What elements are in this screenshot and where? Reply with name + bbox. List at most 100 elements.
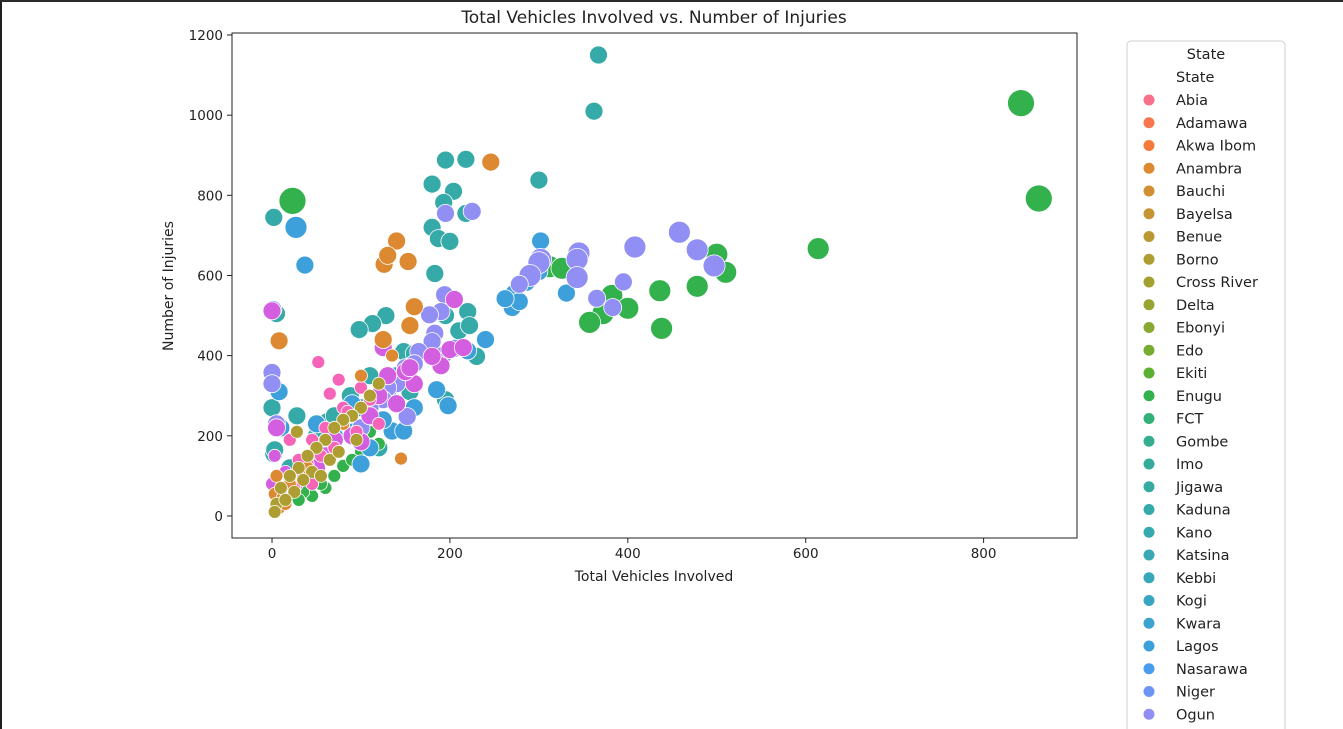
- legend-entry-label: Akwa Ibom: [1176, 139, 1256, 155]
- plot-area-frame: [231, 32, 1078, 539]
- legend: State State Abia Adamawa Akwa Ibom Anambra B…: [1126, 40, 1286, 729]
- window-frame-left: [0, 0, 2, 729]
- legend-entry-label: Abia: [1176, 93, 1208, 109]
- legend-frame: [1126, 40, 1286, 729]
- data-point: [623, 235, 647, 259]
- data-point: [557, 283, 576, 303]
- legend-entry-label: Delta: [1176, 298, 1215, 314]
- points-layer: [262, 45, 1053, 519]
- data-point: [327, 420, 342, 435]
- data-point: [398, 252, 418, 271]
- legend-entry-label: Cross River: [1176, 275, 1258, 291]
- legend-marker: [1143, 322, 1155, 333]
- legend-marker: [1143, 481, 1155, 493]
- data-point: [495, 289, 515, 309]
- legend-marker: [1143, 117, 1155, 129]
- legend-marker: [1143, 344, 1155, 356]
- data-point: [397, 407, 417, 427]
- legend-marker: [1143, 299, 1155, 311]
- data-point: [291, 460, 306, 475]
- data-point: [354, 368, 368, 383]
- data-point: [648, 279, 672, 303]
- legend-marker: [1143, 390, 1155, 402]
- legend-entry-label: Bauchi: [1176, 184, 1225, 200]
- legend-marker: [1143, 231, 1155, 242]
- x-axis-ticks: 0 200 400 600 800: [268, 538, 997, 562]
- data-point: [1024, 184, 1053, 213]
- legend-entry-label: Edo: [1176, 343, 1203, 359]
- legend-entry-label: Kaduna: [1176, 503, 1231, 519]
- data-point: [282, 468, 297, 483]
- data-point: [287, 406, 307, 426]
- data-point: [362, 388, 377, 403]
- window-frame-top: [0, 0, 1343, 2]
- data-point: [322, 386, 337, 401]
- y-tick-label: 400: [197, 349, 223, 365]
- legend-marker: [1143, 413, 1155, 424]
- data-point: [262, 374, 282, 394]
- data-point: [387, 394, 407, 414]
- legend-marker: [1143, 504, 1155, 515]
- y-tick-label: 200: [197, 429, 223, 445]
- legend-entry-label: Imo: [1176, 457, 1203, 473]
- legend-marker: [1143, 708, 1155, 720]
- legend-title: State: [1187, 47, 1225, 63]
- y-tick-label: 1200: [189, 28, 223, 44]
- data-point: [264, 207, 284, 227]
- legend-entry-label: Niger: [1176, 685, 1215, 701]
- data-point: [349, 320, 369, 340]
- legend-entry-label: Nasarawa: [1176, 662, 1248, 678]
- legend-marker: [1143, 94, 1155, 106]
- data-point: [349, 432, 364, 447]
- data-point: [427, 380, 447, 400]
- data-point: [444, 290, 464, 309]
- legend-entry-label: Kwara: [1176, 616, 1221, 632]
- data-point: [385, 348, 400, 363]
- data-point: [311, 355, 326, 370]
- legend-entry-label: Lagos: [1176, 639, 1219, 655]
- data-point: [262, 398, 282, 418]
- legend-marker: [1143, 640, 1155, 652]
- x-tick-label: 800: [971, 546, 997, 562]
- data-point: [440, 231, 460, 251]
- data-point: [309, 440, 324, 455]
- data-point: [481, 152, 501, 172]
- data-point: [296, 472, 311, 487]
- data-point: [400, 358, 420, 378]
- legend-entry-label: Anambra: [1176, 161, 1242, 177]
- legend-entry-label: Kebbi: [1176, 571, 1216, 587]
- legend-subtitle: State: [1176, 70, 1214, 86]
- data-point: [327, 468, 342, 483]
- data-point: [685, 274, 709, 298]
- data-point: [531, 231, 550, 251]
- legend-marker: [1143, 663, 1155, 675]
- legend-marker: [1143, 458, 1155, 470]
- data-point: [685, 238, 709, 262]
- legend-entry-label: Gombe: [1176, 434, 1228, 450]
- data-point: [650, 316, 673, 340]
- x-tick-label: 0: [268, 546, 277, 562]
- y-axis-label: Number of Injuries: [161, 221, 177, 351]
- legend-entry-label: Bayelsa: [1176, 207, 1233, 223]
- data-point: [702, 254, 726, 278]
- data-point: [420, 305, 439, 325]
- data-point: [400, 316, 420, 336]
- chart-title: Total Vehicles Involved vs. Number of In…: [460, 8, 847, 28]
- legend-marker: [1143, 435, 1155, 447]
- data-point: [318, 432, 333, 447]
- legend-entry-label: Ebonyi: [1176, 321, 1225, 337]
- legend-marker: [1143, 208, 1155, 220]
- data-point: [269, 468, 284, 483]
- data-point: [267, 418, 286, 438]
- legend-entry-label: Ogun: [1176, 707, 1215, 723]
- data-point: [289, 424, 304, 439]
- data-point: [331, 372, 346, 387]
- data-point: [603, 298, 623, 317]
- y-tick-label: 800: [197, 188, 223, 204]
- data-point: [269, 331, 289, 351]
- data-point: [422, 346, 442, 366]
- data-point: [313, 468, 328, 483]
- legend-entry-label: Kogi: [1176, 594, 1207, 610]
- data-point: [378, 245, 398, 265]
